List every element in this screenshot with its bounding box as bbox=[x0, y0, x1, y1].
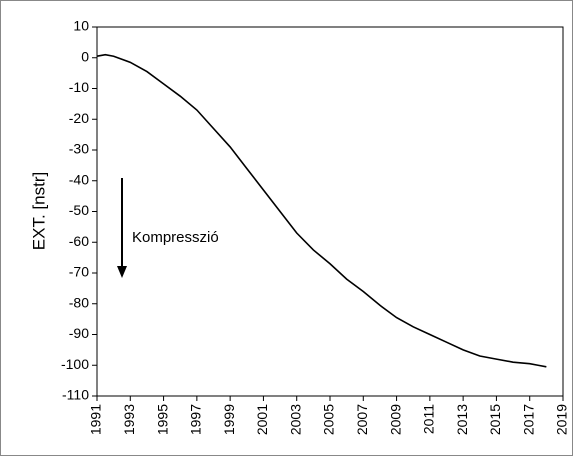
y-tick-label: -80 bbox=[69, 294, 89, 310]
y-tick-label: -30 bbox=[69, 141, 89, 157]
x-tick-label: 1997 bbox=[188, 404, 204, 435]
annotation: Kompresszió bbox=[132, 229, 219, 246]
x-tick-label: 1999 bbox=[221, 404, 237, 435]
plot-area bbox=[96, 26, 564, 397]
x-tick-label: 2005 bbox=[321, 404, 337, 435]
y-tick-label: -110 bbox=[62, 387, 89, 403]
x-tick-label: 2017 bbox=[520, 404, 536, 435]
y-tick-label: -10 bbox=[69, 79, 89, 95]
y-tick-label: -20 bbox=[69, 110, 89, 126]
x-tick-label: 2001 bbox=[254, 404, 270, 435]
y-tick-label: -50 bbox=[69, 202, 89, 218]
y-tick-label: -60 bbox=[69, 233, 89, 249]
x-tick-label: 2019 bbox=[554, 404, 570, 435]
y-tick-label: -90 bbox=[69, 325, 89, 341]
x-tick-label: 2011 bbox=[421, 404, 437, 434]
y-tick-label: -40 bbox=[69, 171, 89, 187]
y-axis-label: EXT. [nstr] bbox=[29, 172, 48, 250]
y-tick-label: -70 bbox=[69, 264, 89, 280]
y-tick-label: 10 bbox=[73, 18, 89, 34]
x-tick-label: 1995 bbox=[154, 404, 170, 435]
x-tick-label: 2003 bbox=[287, 404, 303, 435]
x-tick-label: 2009 bbox=[387, 404, 403, 435]
x-tick-label: 2007 bbox=[354, 404, 370, 435]
y-tick-label: -100 bbox=[61, 356, 89, 372]
x-tick-label: 2015 bbox=[487, 404, 503, 435]
x-tick-label: 1991 bbox=[88, 404, 104, 435]
y-tick-label: 0 bbox=[81, 48, 89, 64]
x-tick-label: 2013 bbox=[454, 404, 470, 435]
data-line bbox=[96, 53, 547, 368]
arrow-head bbox=[117, 266, 127, 278]
x-tick-label: 1993 bbox=[121, 404, 137, 435]
